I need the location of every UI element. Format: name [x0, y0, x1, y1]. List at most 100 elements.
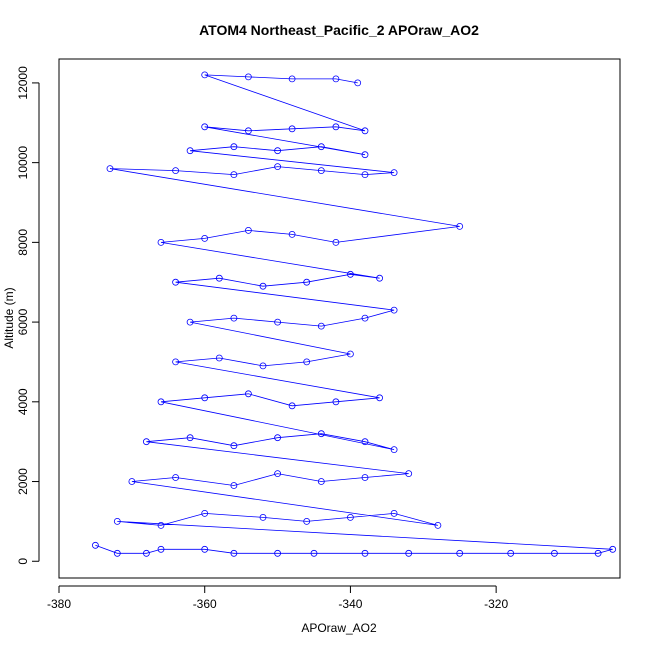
data-point [274, 163, 282, 171]
data-point [317, 322, 325, 330]
data-point [456, 222, 464, 230]
data-point [594, 549, 602, 557]
data-layer [92, 71, 617, 557]
data-point [172, 167, 180, 175]
data-point [230, 442, 238, 450]
y-tick-label: 2000 [16, 468, 30, 495]
data-point [376, 394, 384, 402]
data-point [310, 549, 318, 557]
plot-frame [58, 58, 621, 579]
data-point [390, 169, 398, 177]
data-point [244, 226, 252, 234]
data-point [405, 549, 413, 557]
data-point [346, 514, 354, 521]
data-point [361, 438, 369, 446]
data-point [142, 438, 150, 446]
data-point [332, 75, 340, 83]
data-point [259, 514, 267, 521]
data-point [142, 549, 150, 557]
data-point [244, 73, 252, 81]
data-point [201, 123, 209, 131]
data-point [361, 171, 369, 179]
data-point [288, 230, 296, 238]
data-point [332, 238, 340, 246]
data-point [215, 354, 223, 362]
data-point [230, 549, 238, 557]
data-point [434, 522, 442, 529]
data-point [332, 398, 340, 406]
data-point [303, 358, 311, 366]
chart-title: ATOM4 Northeast_Pacific_2 APOraw_AO2 [199, 22, 479, 38]
data-point [244, 390, 252, 398]
data-point [288, 402, 296, 410]
data-point [230, 482, 238, 489]
x-axis-label: APOraw_AO2 [301, 621, 377, 635]
data-point [361, 474, 369, 481]
data-point [317, 478, 325, 485]
y-tick-label: 12000 [16, 66, 30, 100]
data-point [157, 545, 165, 553]
data-point [609, 545, 617, 553]
data-point [186, 434, 194, 442]
x-axis: -380 -360 -340 -320 [47, 585, 508, 611]
data-point [113, 518, 121, 525]
data-point [259, 282, 267, 290]
y-axis: 0 2000 4000 6000 8000 10000 12000 [16, 66, 40, 565]
data-point [128, 478, 136, 485]
data-point [346, 350, 354, 358]
x-tick-label: -360 [193, 597, 217, 611]
data-point [507, 549, 515, 557]
data-point [551, 549, 558, 557]
data-point [230, 171, 238, 179]
data-point [361, 151, 369, 159]
data-point [274, 470, 282, 478]
data-point [456, 549, 464, 557]
y-axis-label: Altitude (m) [2, 287, 16, 348]
data-point [259, 362, 267, 370]
data-point [288, 75, 296, 83]
data-point [172, 474, 180, 481]
data-point [354, 79, 362, 87]
data-point [390, 446, 398, 454]
data-point [390, 510, 398, 517]
data-point [361, 314, 369, 322]
x-tick-label: -320 [484, 597, 508, 611]
data-point [172, 358, 180, 366]
data-point [201, 394, 209, 402]
data-point [201, 71, 209, 79]
data-point [332, 123, 340, 131]
data-point [215, 274, 223, 282]
data-point [230, 143, 238, 151]
data-point [317, 430, 325, 438]
data-point [303, 278, 311, 286]
data-point [274, 549, 282, 557]
data-point [201, 234, 209, 242]
data-point [157, 398, 165, 406]
data-point [346, 270, 354, 278]
series-line [95, 74, 613, 554]
y-tick-label: 0 [16, 558, 30, 565]
data-point [201, 545, 209, 553]
data-point [274, 318, 282, 326]
data-point [113, 549, 121, 557]
data-point [186, 147, 194, 155]
data-point [244, 127, 252, 135]
data-point [390, 306, 398, 314]
data-point [274, 434, 282, 442]
data-point [186, 318, 194, 326]
data-point [106, 165, 114, 173]
y-tick-label: 4000 [16, 388, 30, 415]
x-tick-label: -340 [338, 597, 362, 611]
y-tick-label: 6000 [16, 308, 30, 335]
data-point [376, 274, 384, 282]
data-point [92, 541, 99, 549]
data-point [157, 238, 165, 246]
data-point [303, 518, 311, 525]
data-point [230, 314, 238, 322]
data-point [157, 522, 165, 529]
data-point [288, 125, 296, 133]
x-tick-label: -380 [47, 597, 71, 611]
data-point [361, 127, 369, 135]
data-point [361, 549, 369, 557]
